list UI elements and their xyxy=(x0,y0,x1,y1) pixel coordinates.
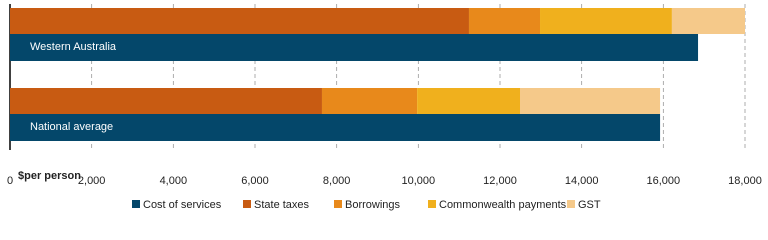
x-tick-label: 6,000 xyxy=(241,175,269,187)
bar-segment xyxy=(468,8,541,34)
bar-segment xyxy=(417,88,521,114)
category-label: Western Australia xyxy=(30,41,117,53)
bar-segment xyxy=(520,88,661,114)
legend-label: GST xyxy=(578,199,601,211)
category-label: National average xyxy=(30,121,113,133)
legend-swatch xyxy=(567,200,575,208)
x-axis-label: $per person xyxy=(18,170,81,182)
bar-segment xyxy=(321,88,418,114)
x-tick-label: 4,000 xyxy=(160,175,188,187)
x-tick-label: 14,000 xyxy=(565,175,599,187)
bar-segment xyxy=(540,8,672,34)
bar xyxy=(10,34,699,61)
bar xyxy=(10,114,661,141)
bar-segment xyxy=(671,8,745,34)
x-tick-label: 8,000 xyxy=(323,175,351,187)
legend-label: Borrowings xyxy=(345,199,401,211)
legend-swatch xyxy=(132,200,140,208)
legend-label: Cost of services xyxy=(143,199,222,211)
x-tick-label: 2,000 xyxy=(78,175,106,187)
legend-swatch xyxy=(243,200,251,208)
bar-segment xyxy=(10,88,322,114)
x-tick-label: 16,000 xyxy=(647,175,681,187)
x-tick-label: 18,000 xyxy=(728,175,762,187)
legend-label: Commonwealth payments xyxy=(439,199,567,211)
x-tick-label: 0 xyxy=(7,175,13,187)
legend-swatch xyxy=(428,200,436,208)
bar-segment xyxy=(10,8,469,34)
legend-label: State taxes xyxy=(254,199,310,211)
legend-swatch xyxy=(334,200,342,208)
x-tick-label: 10,000 xyxy=(402,175,436,187)
chart: $per person 0 2,000 4,000 6,000 8,000 10,000 1… xyxy=(7,4,762,211)
x-tick-label: 12,000 xyxy=(483,175,517,187)
